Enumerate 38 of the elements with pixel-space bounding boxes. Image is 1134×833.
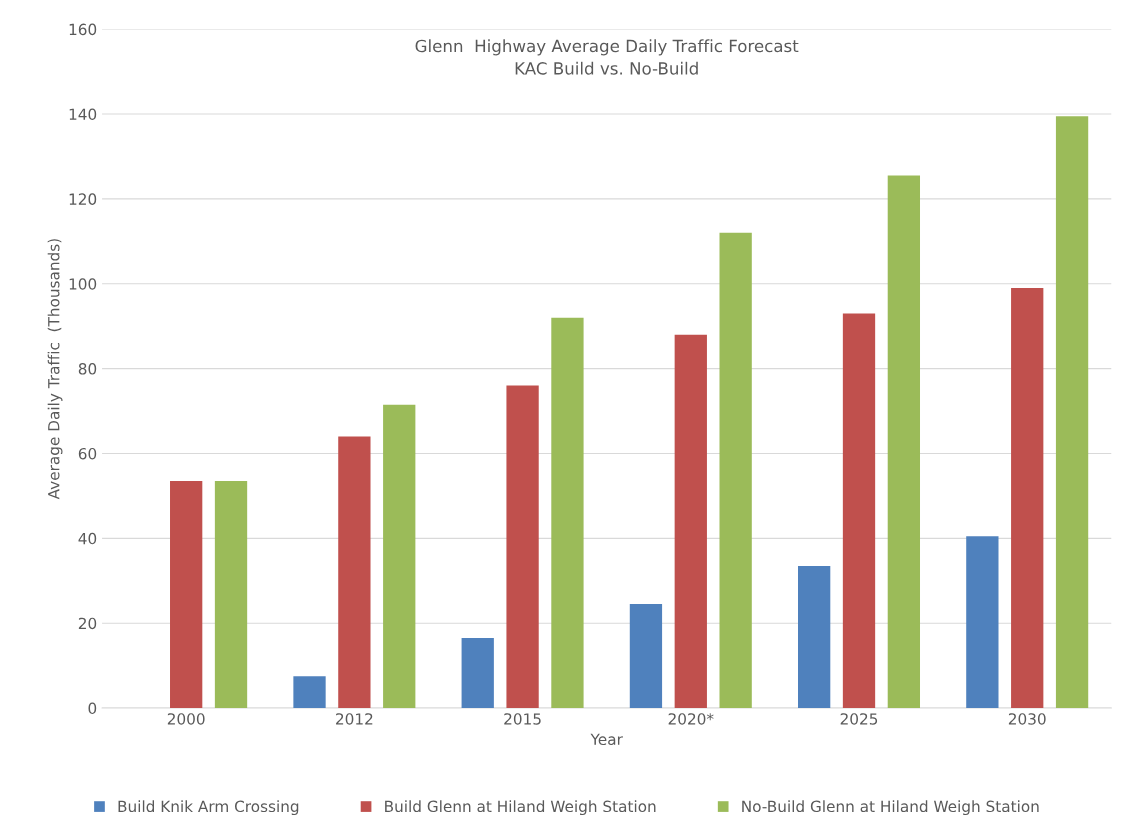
bar [1011,287,1044,709]
y-tick-label: 160 [69,23,97,36]
x-tick-label: 2020* [668,713,714,725]
x-tick-label: 2025 [840,713,878,725]
bar [506,385,539,709]
y-tick-label: 140 [69,108,97,121]
x-tick-label: 2030 [1008,713,1046,725]
bar [966,536,999,709]
bar [551,317,584,709]
bar [1055,116,1089,709]
y-tick-label: 40 [78,532,97,545]
bar [719,232,752,709]
legend-label: No-Build Glenn at Hiland Weigh Station [742,800,1039,816]
bar [383,404,416,709]
x-axis-title: Year [590,733,623,746]
bar [214,481,248,709]
bar [674,334,707,709]
bar [629,604,663,709]
y-tick-label: 80 [78,363,97,375]
bar [338,436,371,709]
y-tick-label: 0 [88,702,97,715]
y-tick-label: 120 [69,193,97,205]
bar [887,175,921,709]
y-tick-label: 20 [78,617,97,630]
bar [798,565,831,709]
x-tick-label: 2012 [336,713,373,725]
x-tick-label: 2015 [504,713,541,725]
y-axis-title: Average Daily Traffic (Thousands) [47,239,63,500]
text: Glenn Highway Average Daily Traffic Forecast KAC Build vs. No-Build [415,39,799,75]
bar [170,481,203,709]
x-tick-label: 2000 [167,713,205,725]
y-tick-label: 100 [69,278,97,290]
y-tick-label: 60 [78,447,97,460]
bar [461,638,494,709]
bar [293,676,326,709]
legend-label: Build Glenn at Hiland Weigh Station [385,800,656,816]
legend-label: Build Knik Arm Crossing [118,800,299,816]
bar [842,313,876,709]
